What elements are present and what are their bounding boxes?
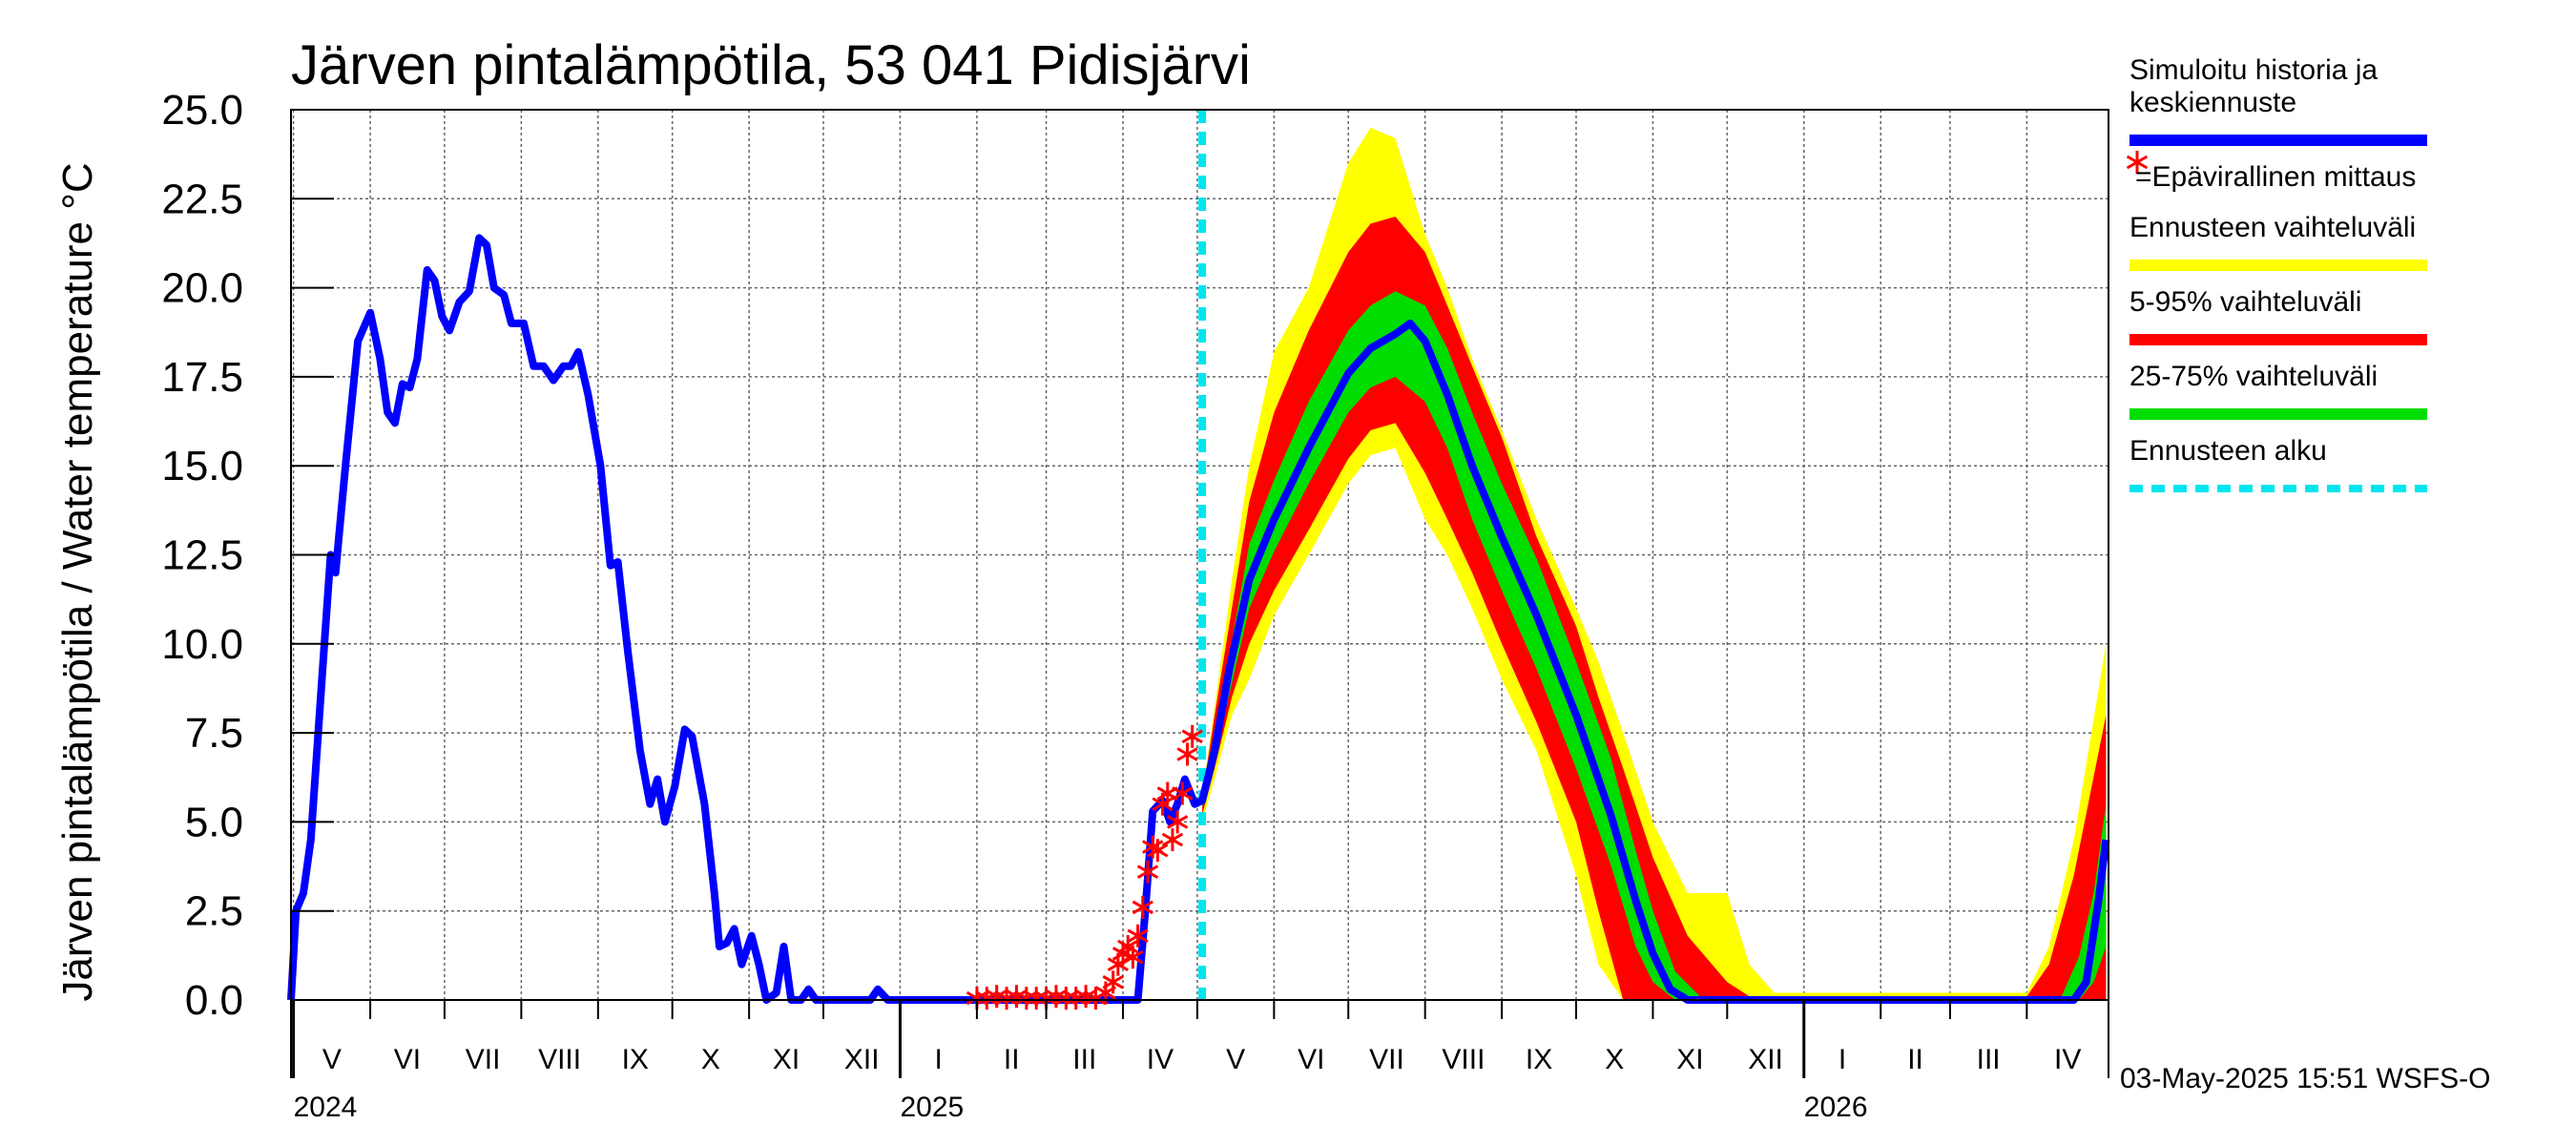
month-label: III [1977, 1044, 2001, 1075]
month-label: X [701, 1044, 720, 1075]
measurement-point [1102, 970, 1124, 994]
x-axis: V VI VII VIII IX X XI XII I II III IV V VI VII VIII IX X X… [292, 1000, 2081, 1123]
month-label: XII [1748, 1044, 1783, 1075]
footer-timestamp: 03-May-2025 15:51 WSFS-O [2120, 1063, 2491, 1094]
month-label: V [1226, 1044, 1245, 1075]
legend-item: Ennusteen vaihteluväli [2129, 212, 2427, 271]
legend-label: 5-95% vaihteluväli [2129, 286, 2361, 318]
month-label: VII [1369, 1044, 1404, 1075]
legend-label: Ennusteen alku [2129, 435, 2327, 467]
y-tick-label: 2.5 [185, 888, 243, 935]
month-label: VIII [538, 1044, 581, 1075]
year-label: 2026 [1804, 1092, 1868, 1123]
month-label: V [322, 1044, 342, 1075]
month-label: IV [2054, 1044, 2081, 1075]
measurement-point [1176, 742, 1198, 766]
measurement-point [1136, 860, 1159, 884]
month-label: XII [844, 1044, 880, 1075]
measurement-point [1132, 895, 1153, 919]
legend-label: keskiennuste [2129, 87, 2296, 118]
legend-label: Ennusteen vaihteluväli [2129, 212, 2416, 243]
y-tick-label: 0.0 [185, 977, 243, 1024]
legend-label: Simuloitu historia ja [2129, 54, 2378, 86]
month-label: XI [773, 1044, 800, 1075]
measurement-point [1181, 724, 1203, 748]
month-label: XI [1676, 1044, 1703, 1075]
y-tick-label: 10.0 [161, 621, 243, 668]
legend-item: =Epävirallinen mittaus [2126, 151, 2416, 193]
measurement-point [1161, 828, 1184, 852]
measurement-point [1055, 987, 1077, 1010]
year-label: 2024 [294, 1092, 358, 1123]
month-label: I [1839, 1044, 1846, 1075]
legend-item: 25-75% vaihteluväli [2129, 361, 2427, 420]
month-label: VIII [1442, 1044, 1485, 1075]
legend-item: Ennusteen alku [2129, 435, 2427, 492]
legend-star-icon [2126, 151, 2149, 174]
measurement-point [1147, 839, 1169, 863]
month-label: VII [466, 1044, 501, 1075]
measurement-point [1127, 924, 1149, 947]
measurement-point [1166, 810, 1189, 834]
y-tick-label: 5.0 [185, 799, 243, 845]
series-line-simulated [287, 234, 2110, 1004]
measurement-point [1026, 987, 1048, 1010]
measurement-point [1172, 781, 1194, 805]
month-label: II [1907, 1044, 1923, 1075]
y-tick-label: 20.0 [161, 265, 243, 312]
legend-label: =Epävirallinen mittaus [2135, 161, 2416, 193]
month-label: I [935, 1044, 943, 1075]
y-axis-label: Järven pintalämpötila / Water temperatur… [54, 162, 101, 1001]
month-label: III [1072, 1044, 1096, 1075]
month-label: IX [622, 1044, 649, 1075]
y-tick-label: 12.5 [161, 532, 243, 579]
y-tick-label: 25.0 [161, 87, 243, 134]
month-label: IX [1526, 1044, 1552, 1075]
measurement-point [1122, 946, 1144, 969]
legend-label: 25-75% vaihteluväli [2129, 361, 2378, 392]
y-tick-label: 17.5 [161, 354, 243, 401]
legend-item: 5-95% vaihteluväli [2129, 286, 2427, 345]
month-label: II [1004, 1044, 1020, 1075]
band-5-95-vaihteluv-li [1202, 217, 2107, 1000]
y-axis: 0.0 2.5 5.0 7.5 10.0 12.5 15.0 17.5 20.0 22.5 25.0 [161, 87, 334, 1024]
month-label: VI [394, 1044, 421, 1075]
series-group [287, 234, 2110, 1010]
month-label: VI [1298, 1044, 1324, 1075]
y-tick-label: 7.5 [185, 710, 243, 757]
y-tick-label: 22.5 [161, 176, 243, 222]
month-label: IV [1147, 1044, 1174, 1075]
chart-title: Järven pintalämpötila, 53 041 Pidisjärvi [291, 34, 1251, 96]
measurement-point [1015, 987, 1037, 1010]
year-label: 2025 [900, 1092, 964, 1123]
y-tick-label: 15.0 [161, 443, 243, 489]
month-label: X [1605, 1044, 1624, 1075]
